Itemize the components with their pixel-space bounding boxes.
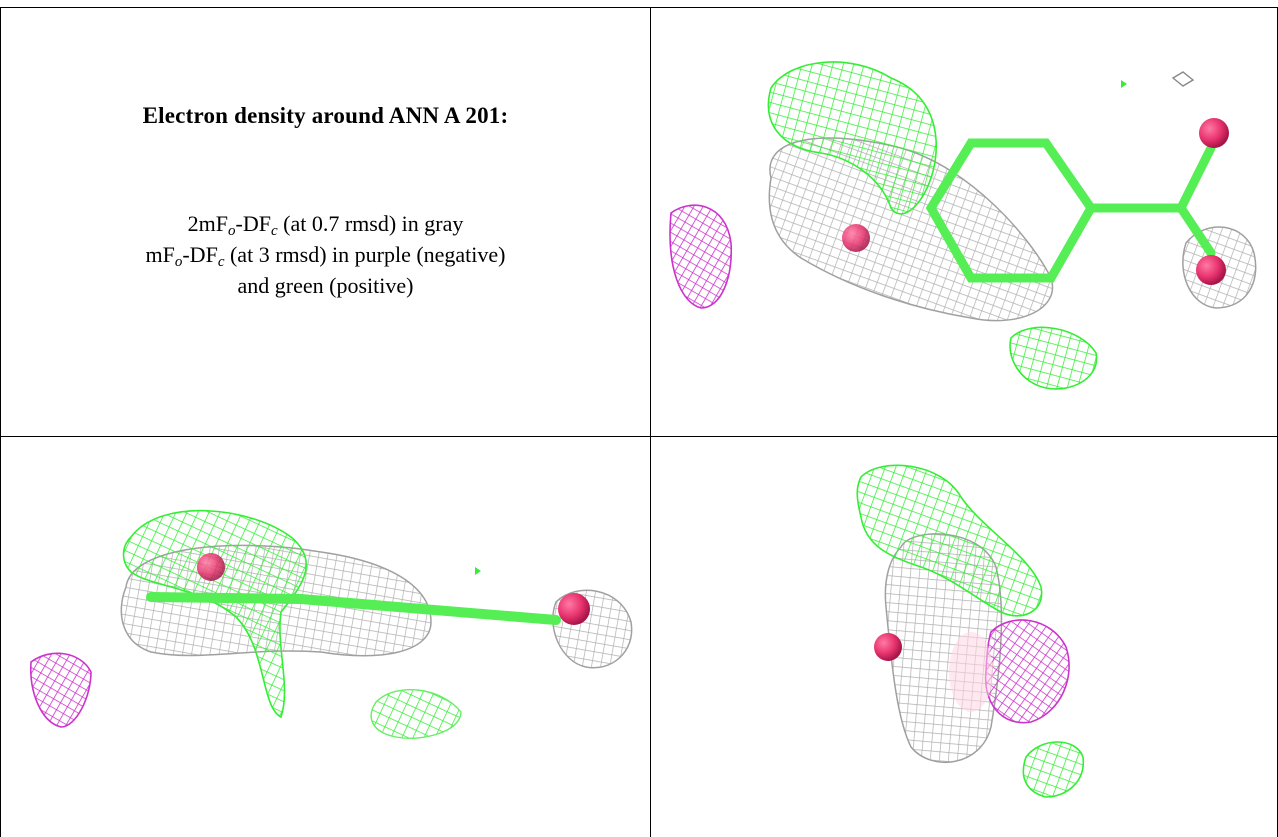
- legend: 2mFo-DFc (at 0.7 rmsd) in gray mFo-DFc (…: [1, 208, 650, 301]
- legend-text: mF: [145, 242, 175, 267]
- green-speck: [475, 567, 481, 575]
- green-density-mesh-small: [370, 689, 462, 739]
- oxygen-atom: [1196, 255, 1226, 285]
- view-bottom-left: [1, 437, 650, 837]
- oxygen-atom: [558, 593, 590, 625]
- legend-text: -DF: [182, 242, 218, 267]
- legend-line-2: mFo-DFc (at 3 rmsd) in purple (negative): [1, 239, 650, 270]
- legend-text: and green (positive): [237, 273, 414, 298]
- legend-line-3: and green (positive): [1, 270, 650, 301]
- legend-text: 2mF: [187, 211, 228, 236]
- table-border-left: [0, 7, 1, 837]
- density-render-bottom-right: [856, 464, 1084, 798]
- oxygen-atom: [842, 224, 870, 252]
- legend-line-1: 2mFo-DFc (at 0.7 rmsd) in gray: [1, 208, 650, 239]
- green-density-mesh: [122, 509, 308, 719]
- purple-density-mesh: [669, 204, 732, 309]
- legend-subscript: o: [228, 223, 236, 239]
- legend-subscript: o: [174, 254, 183, 270]
- green-density-mesh: [767, 61, 937, 215]
- table-divider-vertical: [650, 7, 651, 837]
- purple-density-mesh: [30, 652, 92, 728]
- legend-subscript: c: [217, 254, 225, 270]
- oxygen-atom: [874, 633, 902, 661]
- density-render-bottom-left: [30, 509, 633, 739]
- table-divider-horizontal: [0, 436, 1278, 437]
- ligand-sticks: [146, 592, 561, 625]
- green-density-mesh: [856, 464, 1043, 617]
- gray-speck: [1171, 71, 1195, 87]
- legend-subscript: c: [270, 223, 278, 239]
- density-render-top-right: [669, 61, 1257, 390]
- green-density-mesh-small: [1022, 741, 1084, 798]
- oxygen-atom: [197, 553, 225, 581]
- view-bottom-right: [651, 437, 1277, 837]
- text-panel: Electron density around ANN A 201: 2mFo-…: [1, 8, 650, 436]
- figure-title: Electron density around ANN A 201:: [142, 103, 509, 128]
- green-density-mesh-small: [1009, 326, 1098, 390]
- ligand-faint: [949, 632, 993, 712]
- table-border-top: [0, 7, 1278, 8]
- green-speck: [1121, 80, 1127, 88]
- ligand-sticks: [925, 138, 1216, 283]
- legend-text: (at 3 rmsd) in purple (negative): [224, 242, 506, 267]
- legend-text: (at 0.7 rmsd) in gray: [277, 211, 464, 236]
- view-top-right: [651, 8, 1277, 436]
- legend-text: -DF: [235, 211, 271, 236]
- purple-density-mesh: [984, 619, 1070, 724]
- oxygen-atom: [1199, 118, 1229, 148]
